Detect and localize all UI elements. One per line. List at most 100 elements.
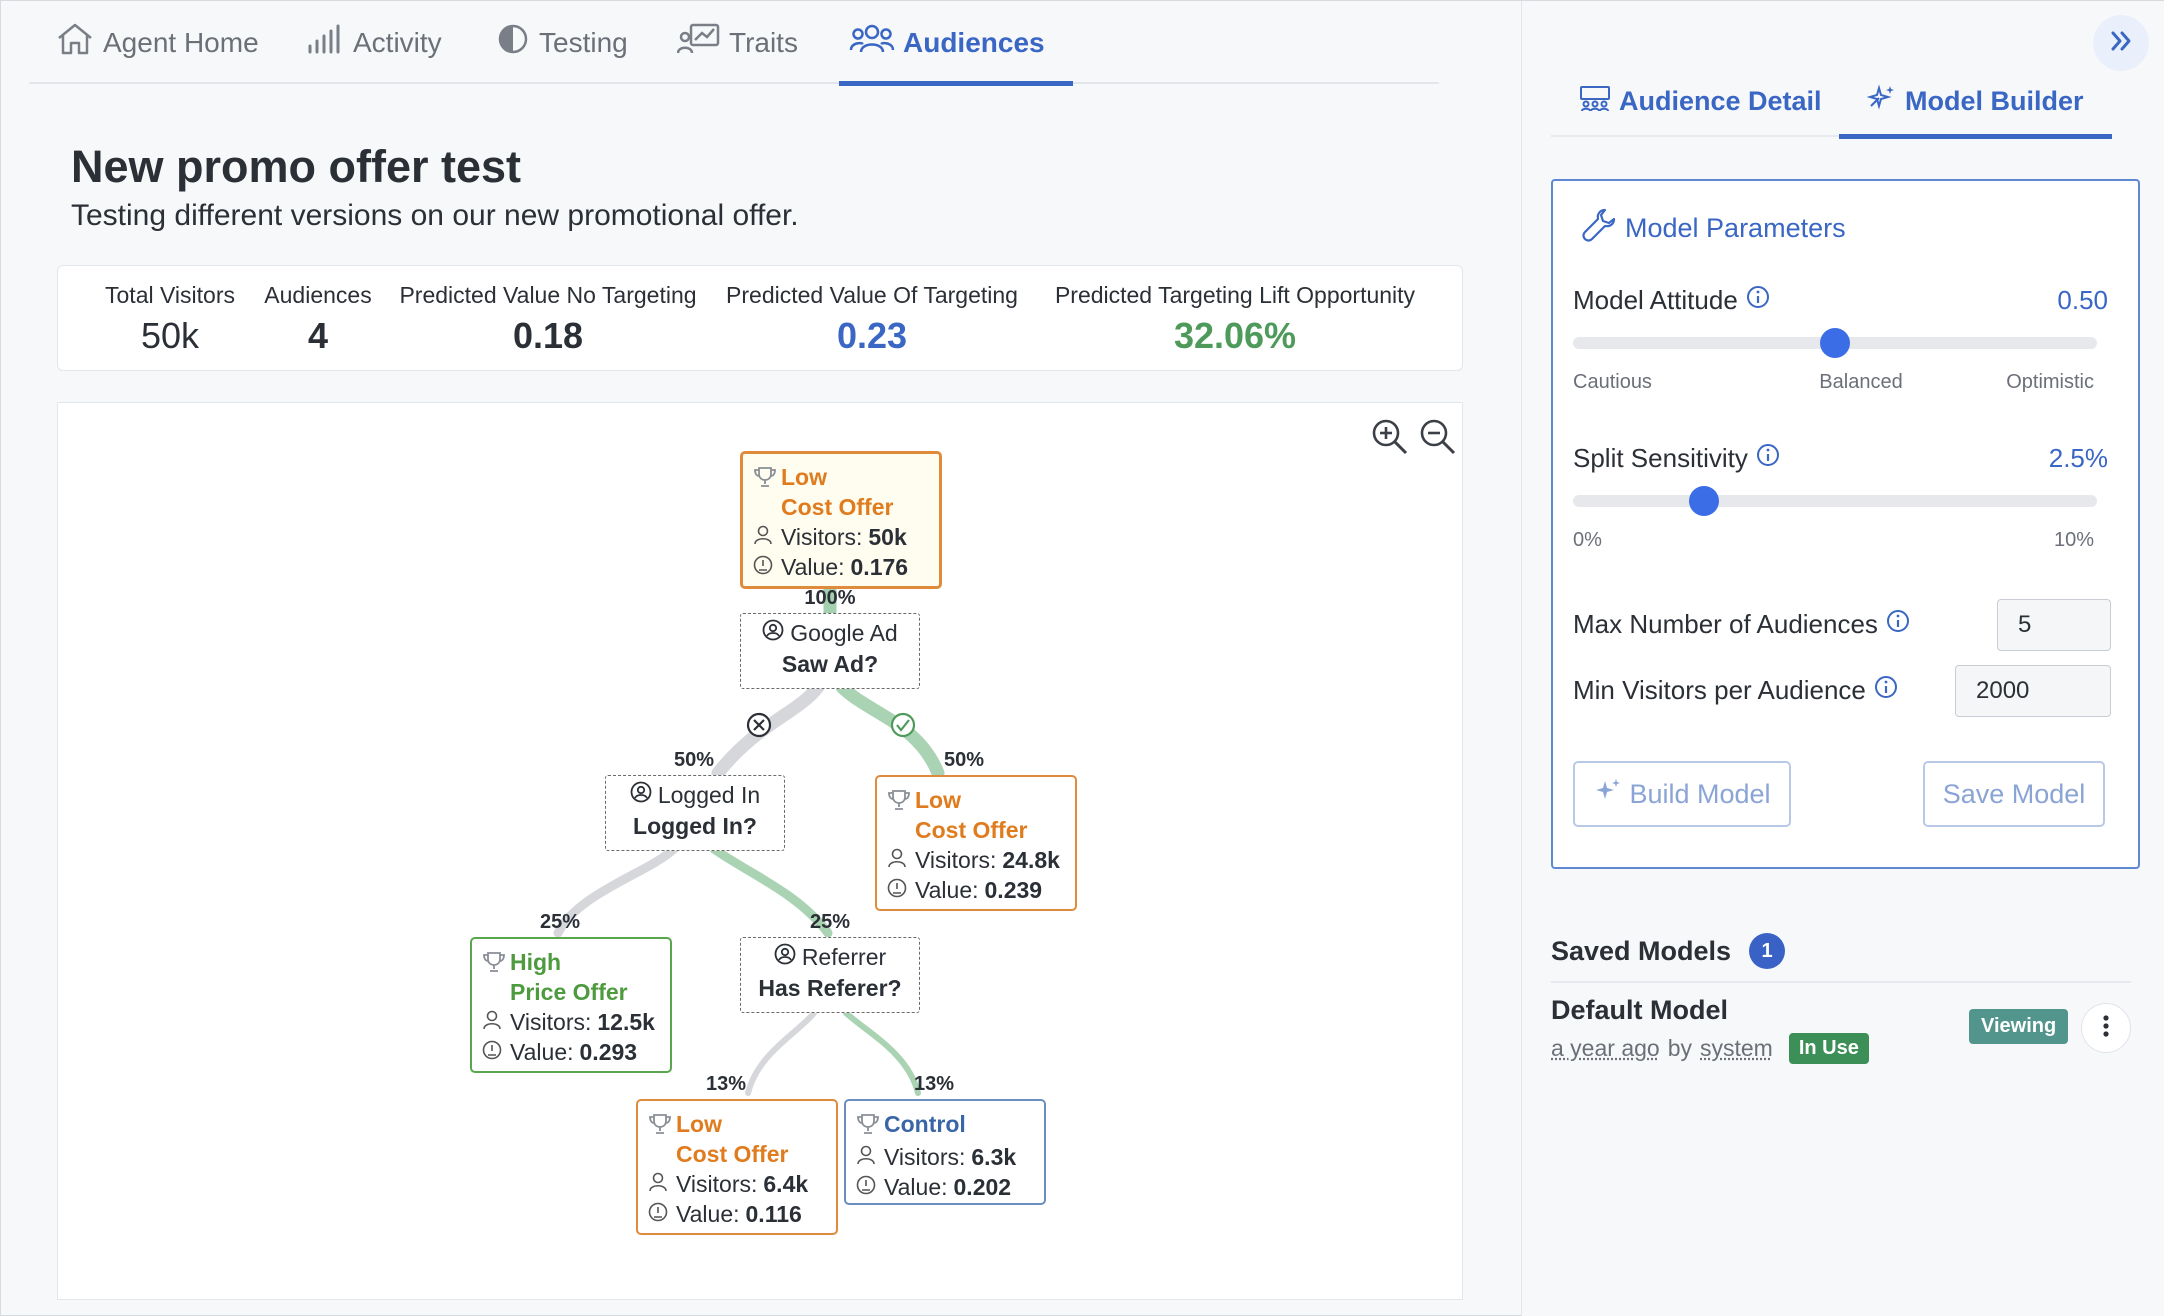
divider [1551, 981, 2131, 983]
stat-value: 4 [307, 315, 329, 356]
node-title-line2: Cost Offer [676, 1141, 789, 1167]
collapse-panel-button[interactable] [2093, 15, 2149, 71]
visitors-label: Visitors: [915, 847, 997, 873]
node-title: Low Cost Offer [648, 1109, 826, 1169]
params-title-label: Model Parameters [1625, 213, 1846, 243]
tab-activity[interactable]: Activity [305, 1, 442, 84]
sparkle-icon [1866, 83, 1905, 119]
right-tabs: Audience Detail Model Builder [1551, 57, 2111, 139]
tree-links [553, 582, 945, 1096]
stat-predicted-no-targeting: Predicted Value No Targeting 0.18 [398, 282, 698, 357]
split-question: Has Referer? [758, 975, 902, 1001]
node-title: High Price Offer [482, 947, 660, 1007]
user-circle-icon [630, 780, 658, 811]
trophy-icon [753, 462, 781, 495]
value-value: 0.176 [850, 554, 909, 580]
tab-label: Audiences [903, 26, 1045, 58]
attitude-label: Model Attitude [1573, 285, 1770, 316]
zoom-in-icon[interactable] [1370, 417, 1410, 457]
saved-model-name[interactable]: Default Model [1551, 995, 1729, 1025]
split-node-logged-in[interactable]: Logged In Logged In? [605, 775, 785, 851]
split-attribute: Referrer [801, 944, 887, 970]
sensitivity-slider[interactable] [1573, 495, 2097, 507]
stat-value: 50k [140, 315, 200, 356]
min-visitors-input[interactable]: 2000 [1955, 665, 2111, 717]
tree-node-control[interactable]: Control Visitors: 6.3k Value: 0.202 [844, 1099, 1046, 1205]
saved-model-author: system [1700, 1035, 1773, 1061]
tab-label: Model Builder [1905, 85, 2084, 116]
value-label: Value: [781, 554, 845, 580]
node-title: Control [856, 1109, 1034, 1142]
value-value: 0.202 [953, 1174, 1012, 1200]
tab-audience-detail[interactable]: Audience Detail [1579, 67, 1822, 135]
stat-value: 32.06% [1173, 315, 1297, 356]
split-node-google-ad[interactable]: Google Ad Saw Ad? [740, 613, 920, 689]
tab-agent-home[interactable]: Agent Home [55, 1, 259, 84]
sensitivity-label-text: Split Sensitivity [1573, 443, 1748, 473]
decision-tree-canvas[interactable]: Low Cost Offer Visitors: 50k Value: 0.176 1… [57, 402, 1463, 1300]
node-title-line1: Low [676, 1111, 722, 1137]
info-icon[interactable] [1866, 675, 1898, 706]
build-model-button[interactable]: Build Model [1573, 761, 1791, 827]
viewing-badge: Viewing [1969, 1009, 2069, 1044]
page-subtitle: Testing different versions on our new pr… [71, 199, 799, 232]
save-model-button[interactable]: Save Model [1923, 761, 2105, 827]
saved-models-title: Saved Models [1551, 935, 1732, 966]
tab-audiences[interactable]: Audiences [839, 1, 1073, 86]
stat-label: Audiences [264, 282, 372, 308]
value-icon [887, 875, 915, 905]
sensitivity-tick-min: 0% [1573, 529, 1602, 551]
split-attribute: Logged In [657, 782, 761, 808]
saved-model-meta: a year ago by system In Use [1551, 1033, 1869, 1064]
tree-node-root[interactable]: Low Cost Offer Visitors: 50k Value: 0.176 [740, 451, 942, 589]
node-title-line2: Cost Offer [781, 494, 894, 520]
stat-audiences: Audiences 4 [264, 282, 372, 357]
max-audiences-label: Max Number of Audiences [1573, 609, 1910, 640]
visitors-label: Visitors: [884, 1144, 966, 1170]
node-visitors: Visitors: 50k [753, 522, 929, 552]
info-icon[interactable] [1738, 285, 1770, 316]
wrench-icon [1581, 207, 1625, 250]
stat-value: 0.18 [512, 315, 584, 356]
reject-icon [746, 712, 772, 738]
info-icon[interactable] [1748, 443, 1780, 474]
split-node-referrer[interactable]: Referrer Has Referer? [740, 937, 920, 1013]
link-google-yes [835, 680, 945, 780]
attitude-tick-max: Optimistic [2006, 371, 2094, 393]
attitude-tick-mid: Balanced [1819, 371, 1903, 393]
tree-node-low-cost-6k[interactable]: Low Cost Offer Visitors: 6.4k Value: 0.116 [636, 1099, 838, 1235]
model-more-button[interactable] [2081, 1003, 2131, 1053]
trophy-icon [887, 785, 915, 818]
users-icon [849, 22, 903, 63]
visitors-value: 6.3k [971, 1144, 1017, 1170]
pct-label: 25% [539, 911, 581, 933]
tree-node-high-price[interactable]: High Price Offer Visitors: 12.5k Value: 0.2… [470, 937, 672, 1073]
node-value: Value: 0.202 [856, 1172, 1034, 1202]
value-value: 0.116 [745, 1201, 802, 1227]
link-logged-no [553, 844, 679, 938]
stat-predicted-targeting: Predicted Value Of Targeting 0.23 [724, 282, 1020, 357]
node-title-line2: Price Offer [510, 979, 628, 1005]
tab-model-builder[interactable]: Model Builder [1839, 67, 2111, 139]
link-ref-no [745, 1010, 817, 1096]
tab-label: Activity [353, 26, 442, 58]
tab-testing[interactable]: Testing [495, 1, 628, 84]
node-title: Low Cost Offer [753, 462, 929, 522]
attitude-slider-thumb[interactable] [1820, 328, 1850, 358]
page-title: New promo offer test [71, 141, 522, 192]
info-icon[interactable] [1878, 609, 1910, 640]
node-title-line1: Low [781, 464, 827, 490]
sensitivity-slider-thumb[interactable] [1689, 486, 1719, 516]
node-title-line2: Cost Offer [915, 817, 1028, 843]
zoom-out-icon[interactable] [1418, 417, 1458, 457]
user-circle-icon [774, 942, 802, 973]
node-value: Value: 0.116 [648, 1199, 826, 1229]
max-audiences-label-text: Max Number of Audiences [1573, 609, 1878, 639]
value-value: 0.239 [984, 877, 1043, 903]
tab-traits[interactable]: Traits [676, 1, 798, 84]
pct-label: 13% [913, 1073, 955, 1095]
max-audiences-input[interactable]: 5 [1997, 599, 2111, 651]
tree-node-low-cost-24k[interactable]: Low Cost Offer Visitors: 24.8k Value: 0.239 [875, 775, 1077, 911]
sensitivity-label: Split Sensitivity [1573, 443, 1780, 474]
node-visitors: Visitors: 6.4k [648, 1169, 826, 1199]
